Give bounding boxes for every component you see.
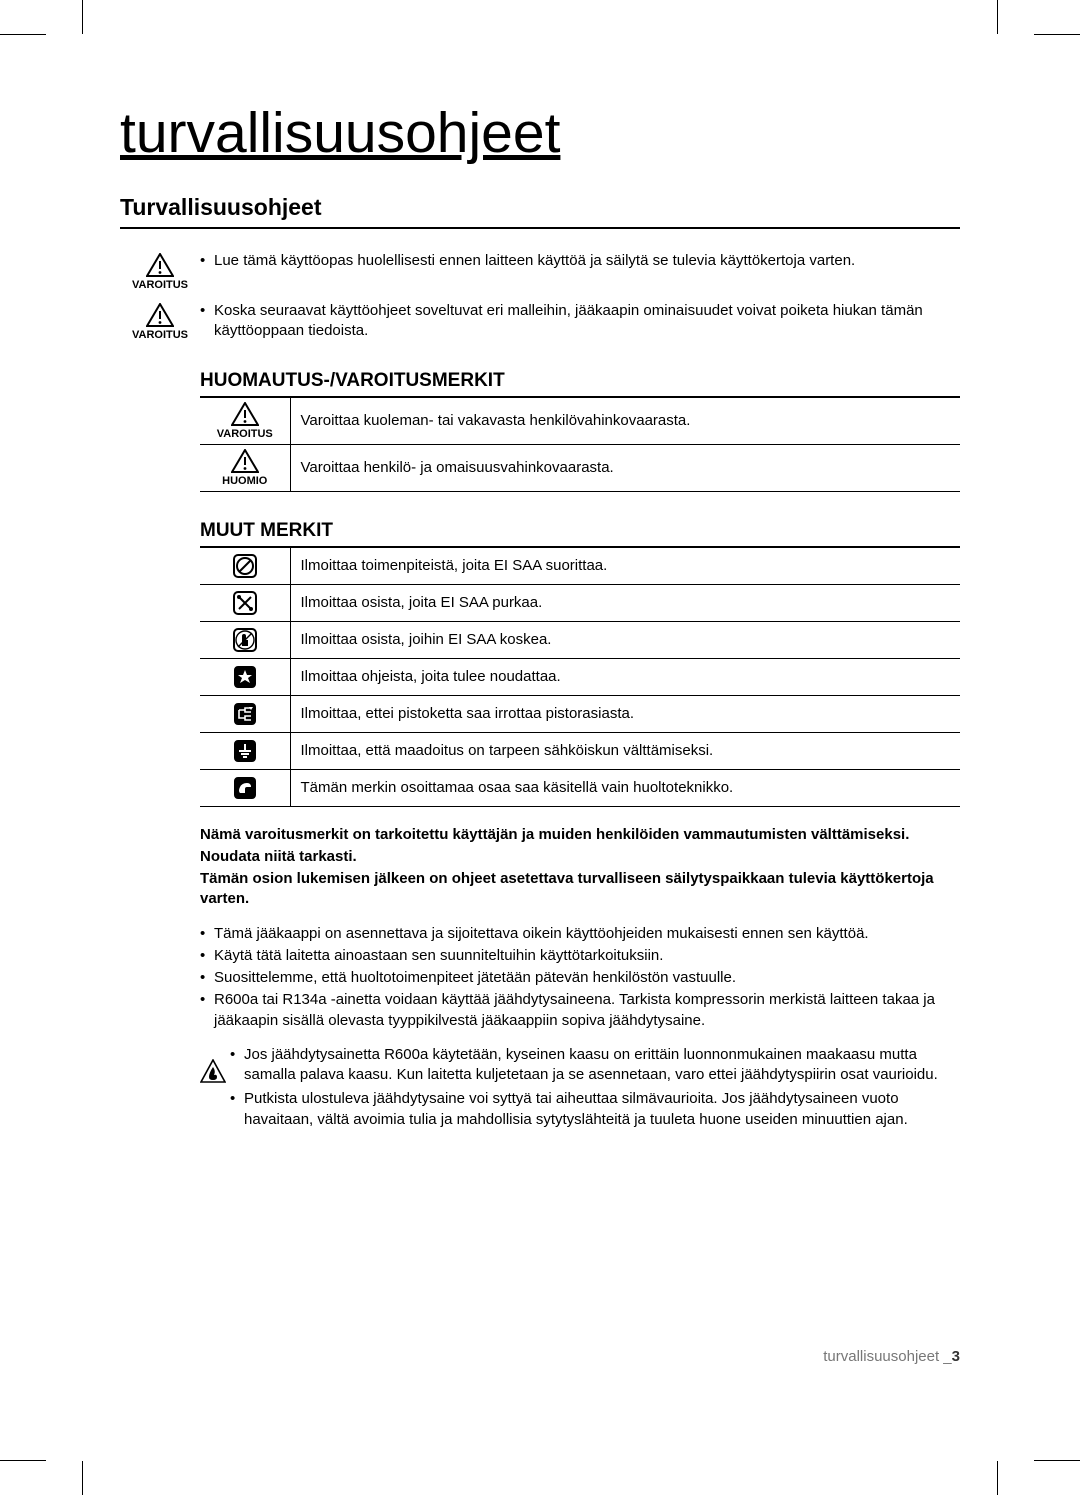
symbol-cell [200,769,290,806]
warning-triangle-icon [146,253,174,277]
symbol-cell [200,621,290,658]
fire-warning-row: Jos jäähdytysainetta R600a käytetään, ky… [200,1045,960,1134]
symbol-description: Ilmoittaa toimenpiteistä, joita EI SAA s… [290,547,960,584]
symbol-label: HUOMIO [206,475,284,487]
footer-text: turvallisuusohjeet _ [823,1348,951,1365]
warning-text: Koska seuraavat käyttöohjeet soveltuvat … [200,301,960,342]
fire-warning-icon [200,1059,226,1083]
crop-mark [997,1461,998,1495]
symbol-cell [200,584,290,621]
warning-item: Lue tämä käyttöopas huolellisesti ennen … [214,251,960,271]
bold-paragraph: Noudata niitä tarkasti. [200,847,960,867]
fire-warning-text: Jos jäähdytysainetta R600a käytetään, ky… [230,1045,960,1134]
ground-required-icon [231,737,259,765]
symbol-cell: HUOMIO [200,444,290,491]
service-technician-icon [231,774,259,802]
warning-icon-column: VAROITUS [120,301,200,341]
do-not-disassemble-icon [231,589,259,617]
list-item: R600a tai R134a -ainetta voidaan käyttää… [214,990,960,1031]
warning-label: VAROITUS [120,279,200,291]
symbol-cell [200,658,290,695]
section-title: Turvallisuusohjeet [120,194,960,229]
warning-triangle-icon [231,402,259,426]
list-item: Jos jäähdytysainetta R600a käytetään, ky… [244,1045,960,1086]
do-not-touch-icon [231,626,259,654]
page-number: 3 [952,1348,960,1365]
symbol-description: Varoittaa henkilö- ja omaisuusvahinkovaa… [290,444,960,491]
symbol-description: Tämän merkin osoittamaa osaa saa käsitel… [290,769,960,806]
caution-warning-table: VAROITUS Varoittaa kuoleman- tai vakavas… [200,397,960,492]
table-row: HUOMIO Varoittaa henkilö- ja omaisuusvah… [200,444,960,491]
crop-mark [997,0,998,34]
table-row: VAROITUS Varoittaa kuoleman- tai vakavas… [200,397,960,444]
warning-triangle-icon [146,303,174,327]
crop-mark [1034,34,1080,35]
symbol-description: Ilmoittaa ohjeista, joita tulee noudatta… [290,658,960,695]
table-row: Ilmoittaa, että maadoitus on tarpeen säh… [200,732,960,769]
subheading-other-symbols: MUUT MERKIT [200,520,960,547]
bullet-list: Tämä jääkaappi on asennettava ja sijoite… [200,924,960,1031]
bold-paragraph: Tämän osion lukemisen jälkeen on ohjeet … [200,869,960,910]
warning-row: VAROITUS Lue tämä käyttöopas huolellises… [120,251,960,291]
main-title: turvallisuusohjeet [120,100,960,166]
warning-row: VAROITUS Koska seuraavat käyttöohjeet so… [120,301,960,342]
table-row: Ilmoittaa osista, joita EI SAA purkaa. [200,584,960,621]
table-row: Ilmoittaa ohjeista, joita tulee noudatta… [200,658,960,695]
caution-triangle-icon [231,449,259,473]
fire-icon-column [200,1045,230,1088]
table-row: Ilmoittaa osista, joihin EI SAA koskea. [200,621,960,658]
symbol-description: Ilmoittaa, että maadoitus on tarpeen säh… [290,732,960,769]
do-not-icon [231,552,259,580]
symbol-cell [200,732,290,769]
crop-mark [82,0,83,34]
other-symbols-table: Ilmoittaa toimenpiteistä, joita EI SAA s… [200,547,960,807]
follow-instructions-icon [231,663,259,691]
symbol-cell: VAROITUS [200,397,290,444]
symbol-cell [200,695,290,732]
crop-mark [0,1460,46,1461]
list-item: Putkista ulostuleva jäähdytysaine voi sy… [244,1089,960,1130]
bold-paragraph: Nämä varoitusmerkit on tarkoitettu käytt… [200,825,960,845]
symbol-description: Ilmoittaa osista, joihin EI SAA koskea. [290,621,960,658]
list-item: Käytä tätä laitetta ainoastaan sen suunn… [214,946,960,966]
page-footer: turvallisuusohjeet _3 [823,1348,960,1365]
crop-mark [0,34,46,35]
subheading-caution-warning-symbols: HUOMAUTUS-/VAROITUSMERKIT [200,370,960,397]
table-row: Ilmoittaa toimenpiteistä, joita EI SAA s… [200,547,960,584]
warning-label: VAROITUS [120,329,200,341]
list-item: Tämä jääkaappi on asennettava ja sijoite… [214,924,960,944]
crop-mark [82,1461,83,1495]
symbol-description: Varoittaa kuoleman- tai vakavasta henkil… [290,397,960,444]
symbol-cell [200,547,290,584]
page-content: turvallisuusohjeet Turvallisuusohjeet VA… [120,100,960,1134]
table-row: Ilmoittaa, ettei pistoketta saa irrottaa… [200,695,960,732]
symbol-description: Ilmoittaa osista, joita EI SAA purkaa. [290,584,960,621]
table-row: Tämän merkin osoittamaa osaa saa käsitel… [200,769,960,806]
warning-text: Lue tämä käyttöopas huolellisesti ennen … [200,251,960,271]
symbol-description: Ilmoittaa, ettei pistoketta saa irrottaa… [290,695,960,732]
list-item: Suosittelemme, että huoltotoimenpiteet j… [214,968,960,988]
symbol-label: VAROITUS [206,428,284,440]
crop-mark [1034,1460,1080,1461]
warning-item: Koska seuraavat käyttöohjeet soveltuvat … [214,301,960,342]
do-not-unplug-icon [231,700,259,728]
warning-icon-column: VAROITUS [120,251,200,291]
